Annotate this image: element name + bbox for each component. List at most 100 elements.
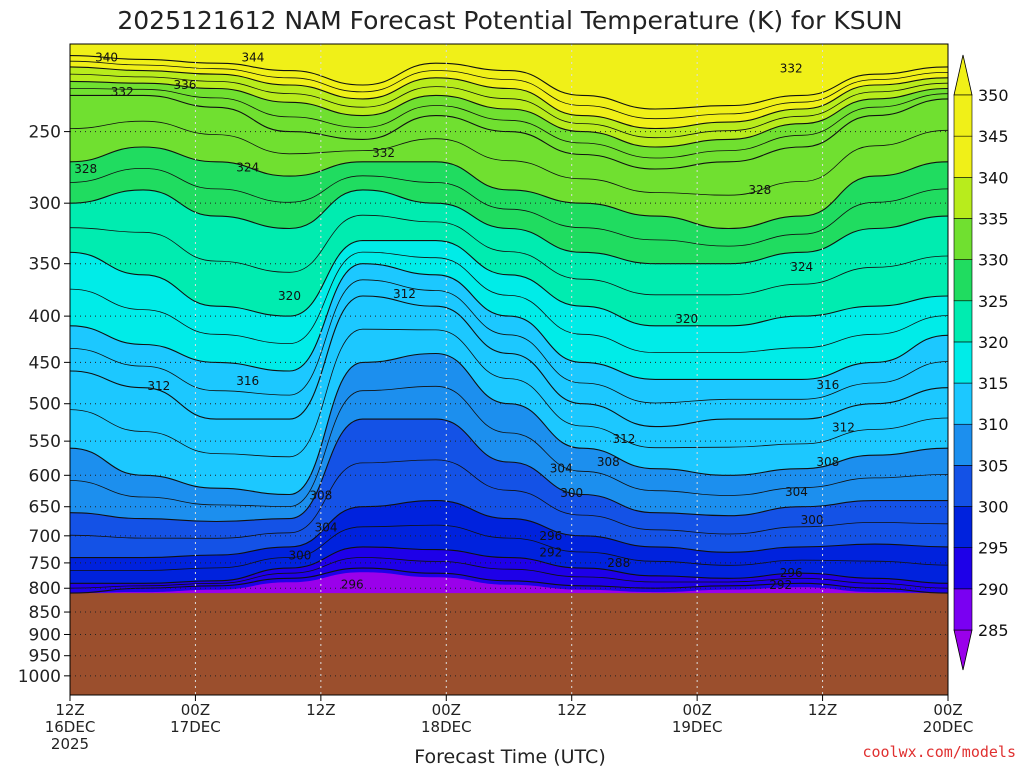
x-tick-label: 00Z [432,701,461,719]
colorbar-tick-label: 295 [978,539,1009,558]
contour-label: 304 [785,485,808,499]
contour-label: 292 [539,545,562,559]
y-tick-label: 400 [29,307,61,327]
contour-label: 332 [780,62,803,76]
y-tick-label: 850 [29,603,61,623]
colorbar-tick-label: 345 [978,127,1009,146]
contour-line-316 [70,263,948,380]
colorbar-swatch [953,382,973,425]
y-tick-label: 1000 [18,667,61,687]
contour-line-302 [70,459,948,539]
contour-label: 308 [597,455,620,469]
colorbar-tick-label: 305 [978,456,1009,475]
contour-line-292 [70,567,948,594]
colorbar-tick-label: 335 [978,209,1009,228]
x-tick-label: 19DEC [672,718,723,736]
y-tick-label: 700 [29,527,61,547]
contour-label: 328 [74,162,97,176]
contour-label: 296 [341,577,364,591]
colorbar-swatch [953,177,973,219]
colorbar-swatch [953,341,973,384]
contour-labels: 340 344 332 332 336 332 328 324 328 324 320 312 320 3… [74,51,855,592]
contour-line-306 [70,385,948,507]
contour-label: 304 [315,520,338,534]
contour-label: 340 [95,51,118,65]
y-tick-label: 750 [29,554,61,574]
contour-line-310 [70,328,948,458]
y-tick-label: 550 [29,432,61,452]
contour-line-344 [70,55,948,110]
y-tick-label: 900 [29,625,61,645]
colorbar-swatch [953,588,973,631]
colorbar-tick-label: 350 [978,86,1009,105]
contour-line-300 [70,500,948,559]
x-tick-label: 00Z [933,701,962,719]
colorbar-legend: 285 290 295 300 305 310 315 320 325 330 335 340 345 3… [953,54,1009,671]
contour-line-298 [70,524,948,571]
contour-label: 336 [174,78,197,92]
colorbar-swatch [953,300,973,343]
y-tick-label: 600 [29,466,61,486]
colorbar-swatch [953,218,973,260]
y-tick-label: 250 [29,123,61,143]
contour-label: 320 [675,312,698,326]
contour-line-314 [70,279,948,404]
contour-line-336 [70,80,948,148]
contour-label: 332 [372,146,395,160]
contour-label: 296 [780,566,803,580]
contour-line-332 [70,94,948,170]
y-tick-label: 800 [29,579,61,599]
colorbar-min-triangle [953,629,973,671]
contour-line-294 [70,557,948,589]
x-tick-label: 00Z [181,701,210,719]
contour-label: 312 [613,432,636,446]
colorbar-tick-label: 320 [978,333,1009,352]
contour-label: 344 [241,51,264,65]
contour-line-304 [70,418,948,523]
contour-label: 304 [550,462,573,476]
colorbar-tick-label: 315 [978,374,1009,393]
contour-line-330 [70,120,948,196]
contour-label: 312 [832,420,855,434]
y-tick-label: 350 [29,255,61,275]
colorbar-swatch [953,506,973,548]
colorbar-swatch [953,465,973,507]
colorbar-swatch [953,547,973,590]
y-tick-label: 450 [29,353,61,373]
x-tick-label: 17DEC [170,718,221,736]
colorbar-tick-label: 290 [978,580,1009,599]
colorbar-swatch [953,94,973,137]
contour-label: 308 [816,455,839,469]
colorbar-swatch [953,423,973,466]
contour-label: 324 [790,260,813,274]
ground-below-surface [70,593,948,695]
colorbar-tick-label: 325 [978,292,1009,311]
contour-line-320 [70,240,948,327]
colorbar-max-triangle [953,54,973,96]
contour-line-340 [70,66,948,130]
colorbar-tick-label: 340 [978,168,1009,187]
contour-line-322 [70,214,948,296]
contour-line-308 [70,352,948,496]
x-tick-label: 12Z [557,701,586,719]
plot-frame [69,43,949,696]
x-tick-label: 12Z [306,701,335,719]
y-tick-label: 500 [29,395,61,415]
source-credit: coolwx.com/models [862,743,1016,761]
contour-line-312 [70,295,948,428]
colorbar-tick-label: 285 [978,621,1009,640]
contour-line-318 [70,251,948,353]
x-tick-label: 12Z [808,701,837,719]
contour-label: 316 [236,374,259,388]
contour-line-296 [70,546,948,584]
x-tick-label: 12Z [55,701,84,719]
colorbar-tick-label: 310 [978,415,1009,434]
y-tick-label: 300 [29,194,61,214]
colorbar-swatch [953,259,973,302]
contour-lines [70,55,948,594]
colorbar-tick-label: 300 [978,498,1009,517]
contour-line-338 [70,73,948,139]
contour-label: 320 [278,289,301,303]
